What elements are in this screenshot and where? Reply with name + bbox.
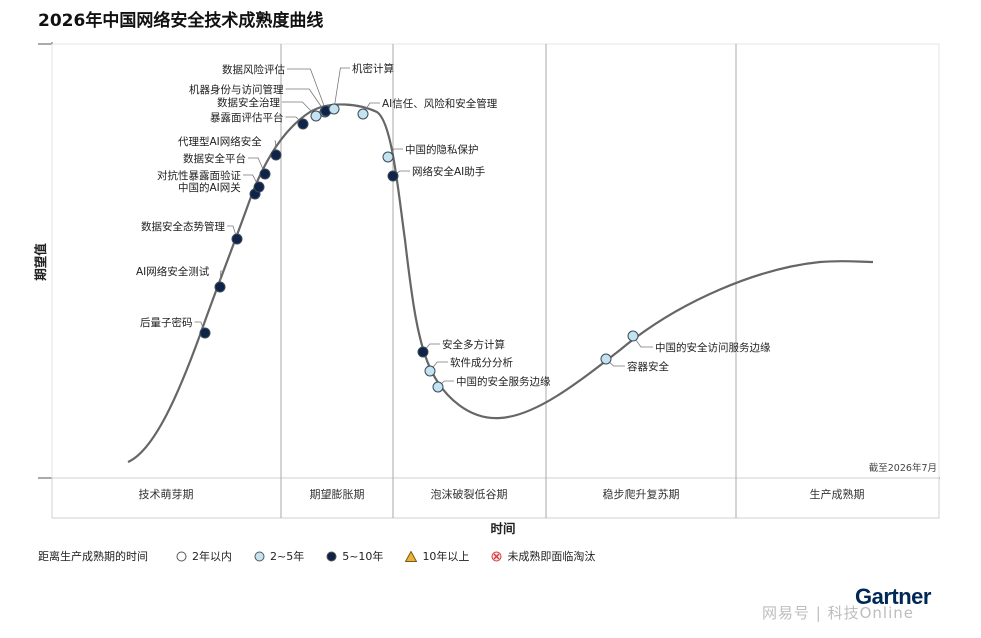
phase-label-peak: 期望膨胀期 [310,487,365,501]
technology-markers [199,103,639,393]
technology-label: 数据安全态势管理 [141,220,225,233]
technology-label: 机密计算 [352,62,394,75]
technology-label: 网络安全AI助手 [412,165,485,178]
technology-marker [270,149,282,161]
y-axis-title: 期望值 [33,243,48,281]
technology-marker [424,365,436,377]
hype-curve [127,103,874,464]
technology-marker [357,108,369,120]
legend-item: 未成熟即面临淘汰 [491,548,595,564]
technology-label: 对抗性暴露面验证 [157,169,241,182]
page-title: 2026年中国网络安全技术成熟度曲线 [38,11,324,31]
legend-item: 2~5年 [254,548,304,564]
technology-marker [259,168,271,180]
legend-label: 2~5年 [270,550,305,563]
phase-label-trough: 泡沫破裂低谷期 [431,487,508,501]
as-of-note: 截至2026年7月 [869,462,937,474]
technology-marker [214,281,226,293]
technology-marker [417,346,429,358]
technology-marker [310,110,322,122]
legend-item: 10年以上 [405,548,469,564]
technology-label: 容器安全 [627,360,669,373]
legend-label: 未成熟即面临淘汰 [507,550,596,563]
technology-label: AI网络安全测试 [136,265,210,278]
technology-marker [199,327,211,339]
technology-label: AI信任、风险和安全管理 [382,97,498,110]
technology-marker [432,381,444,393]
leader-line [248,157,266,175]
technology-label: 代理型AI网络安全 [178,135,262,148]
phase-label-plateau: 生产成熟期 [810,487,865,501]
leader-line [285,88,326,113]
technology-marker [253,181,265,193]
technology-label: 机器身份与访问管理 [189,83,284,96]
technology-marker [297,118,309,130]
technology-label: 数据风险评估 [222,63,285,76]
legend-label: 5~10年 [342,550,384,563]
technology-marker [600,353,612,365]
legend-label: 2年以内 [192,550,232,563]
legend-label: 10年以上 [422,550,470,563]
technology-label: 中国的安全访问服务边缘 [655,341,771,354]
legend-marker-obsolete [491,551,502,561]
phase-label-trigger: 技术萌芽期 [139,487,194,501]
technology-label: 数据安全平台 [183,152,246,165]
legend-item: 5~10年 [326,548,383,564]
legend: 距离生产成熟期的时间 2年以内 2~5年 5~10年 10年以上 未成熟即面临淘… [38,548,617,564]
technology-label: 中国的安全服务边缘 [456,375,551,388]
technology-label: 中国的AI网关 [178,181,241,194]
legend-marker-5-10 [326,551,337,561]
phase-label-slope: 稳步爬升复苏期 [603,487,680,501]
legend-title: 距离生产成熟期的时间 [38,550,148,563]
watermark: 网易号 | 科技Online [762,604,914,622]
phase-band [51,477,940,519]
leader-line [333,67,350,110]
x-axis-title: 时间 [490,521,515,536]
gartner-logo: Gartner [855,584,931,609]
technology-label: 安全多方计算 [442,338,505,351]
legend-marker-2-5 [254,551,265,561]
technology-label: 暴露面评估平台 [210,111,284,124]
technology-label: 后量子密码 [140,316,193,329]
technology-marker [382,151,394,163]
technology-marker [387,170,399,182]
leader-line [282,101,317,117]
technology-label: 软件成分分析 [450,356,513,369]
legend-marker-lt2 [176,551,187,561]
technology-label: 中国的隐私保护 [405,143,479,156]
technology-marker [627,330,639,342]
legend-item: 2年以内 [176,548,232,564]
legend-marker-10plus [405,550,418,562]
technology-marker [328,103,340,115]
leader-line [287,68,327,112]
technology-marker [231,233,243,245]
technology-label: 数据安全治理 [217,96,280,109]
